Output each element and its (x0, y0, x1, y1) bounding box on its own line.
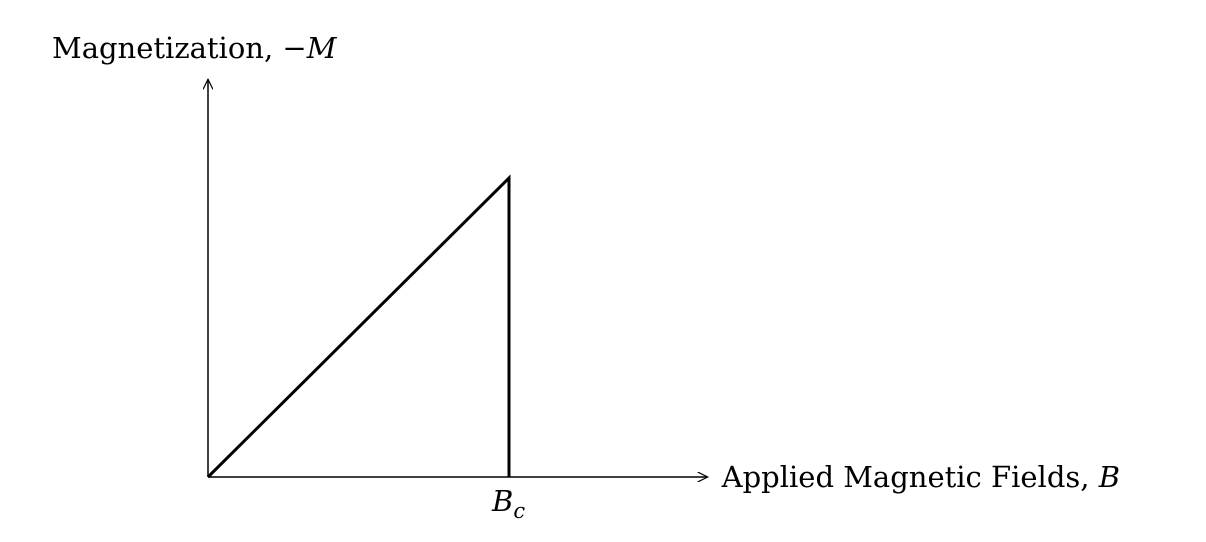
y-axis-label-symbol: −M (282, 31, 337, 65)
series-line-1 (206, 174, 511, 479)
y-axis-label: Magnetization, −M (52, 31, 338, 65)
series-group (206, 174, 511, 479)
y-axis-label-text: Magnetization, (52, 31, 282, 65)
x-axis-label-symbol: B (1098, 460, 1120, 494)
tick-label-subscript: c (513, 499, 525, 523)
tick-label-1: Bc (491, 484, 525, 523)
x-axis-label: Applied Magnetic Fields, B (721, 460, 1120, 494)
tick-label-base: B (491, 484, 513, 518)
tick-group: Bc (491, 484, 525, 523)
x-axis-label-text: Applied Magnetic Fields, (721, 460, 1099, 494)
